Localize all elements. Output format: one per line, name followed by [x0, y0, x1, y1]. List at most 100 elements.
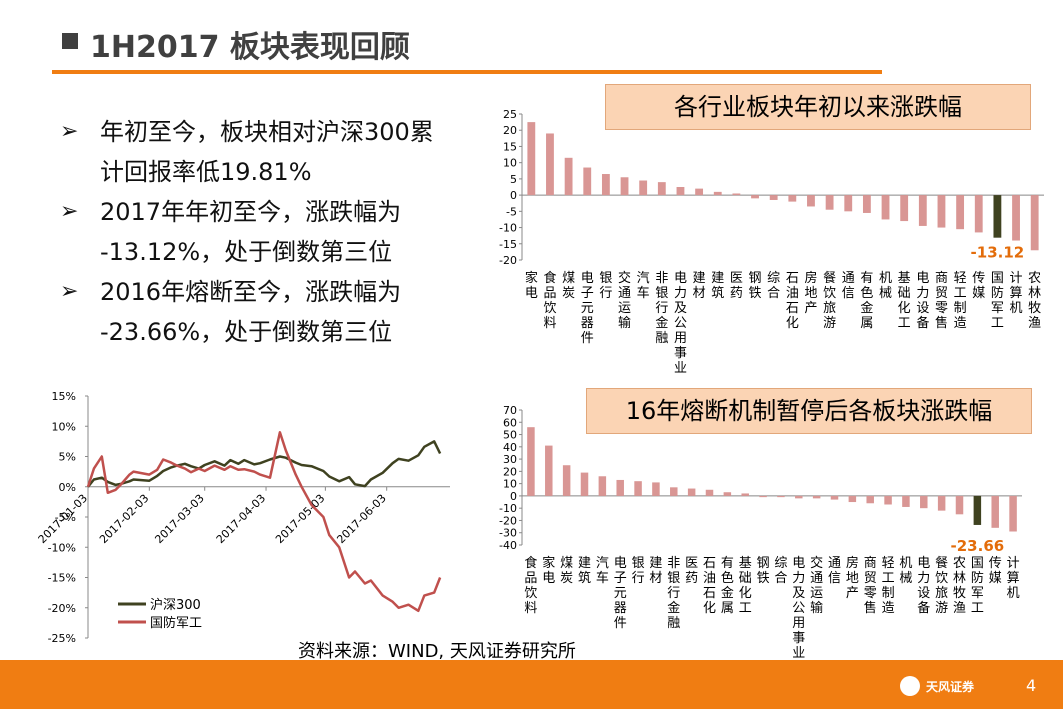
chart2-category-label-char: 食: [524, 555, 537, 571]
chart2-category-label-char: 产: [846, 586, 859, 601]
chart2-bar: [795, 495, 803, 499]
chart2-y-tick-label: 20: [503, 465, 517, 478]
chart1-category-label-char: 防: [991, 285, 1004, 301]
chart2-bar: [937, 495, 946, 511]
chart2-category-label-char: 合: [774, 571, 787, 586]
chart1-category-label-char: 运: [618, 301, 631, 316]
chart2-bar: [991, 495, 999, 528]
chart2-category-label-char: 及: [792, 586, 805, 601]
chart1-category-label-char: 炭: [562, 286, 575, 301]
chart1-category-label-char: 属: [860, 316, 873, 331]
chart2-category-label-char: 品: [524, 571, 537, 586]
chart2-y-tick-label: -10: [499, 502, 517, 515]
chart1-category-label-char: 钢: [749, 271, 762, 286]
line-chart-x-tick-label: 2017-02-03: [97, 492, 151, 546]
chart2-category-label-char: 售: [864, 600, 877, 616]
arrow-bullet-icon: ➢: [60, 119, 79, 144]
chart1-bar: [564, 157, 573, 196]
chart1-y-tick-label: 0: [510, 189, 517, 202]
chart1-category-label-char: 车: [637, 285, 650, 301]
chart2-bar: [562, 465, 571, 496]
chart2-bar: [687, 488, 696, 496]
chart2-category-label-char: 计: [1007, 556, 1020, 571]
chart1-category-label-char: 合: [767, 286, 780, 301]
chart2-category-label-char: 农: [953, 556, 966, 571]
chart1-category-label-char: 电: [916, 271, 929, 286]
chart1-category-label-char: 事: [674, 346, 687, 361]
chart1-category-label-char: 公: [674, 316, 687, 331]
chart2-category-label-char: 煤: [560, 556, 573, 571]
chart1-bar: [676, 187, 685, 196]
chart1-category-label-char: 电: [674, 271, 687, 286]
chart2-category-label-char: 国: [971, 556, 984, 571]
chart2-y-tick-label: 40: [503, 441, 517, 454]
chart1-category-label-char: 石: [786, 301, 799, 316]
chart1-category-label-char: 工: [898, 316, 911, 331]
bullet-line: 2016年熔断至今，涨跌幅为: [100, 278, 402, 306]
chart2-category-label-char: 备: [917, 600, 930, 616]
chart2-bar: [527, 427, 535, 496]
chart2-y-tick-label: -20: [499, 514, 517, 527]
chart2-category-label-char: 传: [989, 556, 1002, 571]
chart1-category-label-char: 银: [599, 271, 612, 286]
chart1-category-label-char: 建: [693, 271, 706, 286]
chart2-category-label-char: 军: [971, 586, 984, 601]
line-chart-y-tick-label: -25%: [48, 632, 76, 645]
chart2-category-label-char: 信: [828, 571, 841, 586]
chart2-bar: [884, 495, 892, 505]
chart1-category-label-char: 基: [898, 271, 911, 286]
chart1-bar: [546, 133, 554, 196]
chart2-category-label-char: 材: [649, 571, 662, 586]
chart1-category-label-char: 铁: [749, 286, 762, 301]
chart2-category-label-char: 林: [953, 571, 966, 586]
chart1-category-label-char: 力: [674, 286, 687, 301]
chart1-category-label-char: 通: [618, 286, 631, 301]
chart1-category-label-char: 工: [954, 286, 967, 301]
chart2-category-label-char: 非: [667, 556, 680, 571]
line-chart-y-tick-label: -20%: [48, 602, 76, 615]
chart2-bar: [866, 495, 874, 504]
chart1-category-label-char: 地: [804, 286, 817, 301]
chart1-y-tick-label: -5: [506, 205, 517, 218]
chart2-category-label-char: 用: [792, 616, 805, 631]
chart2-category-label-char: 造: [882, 601, 895, 616]
chart2-category-label-char: 有: [721, 556, 734, 571]
chart2-category-label-char: 汽: [596, 556, 609, 571]
chart2-category-label-char: 铁: [757, 571, 770, 586]
chart2-category-label-char: 地: [846, 571, 859, 586]
line-chart-y-tick-label: -5%: [55, 511, 76, 524]
chart1-category-label-char: 金: [655, 315, 668, 331]
line-chart-y-tick-label: 5%: [59, 451, 76, 464]
chart2-y-tick-label: 50: [503, 429, 517, 442]
chart2-category-label-char: 筑: [578, 570, 591, 586]
chart2-category-label-char: 输: [810, 600, 823, 616]
chart2-highlight-value-label: -23.66: [951, 537, 1005, 555]
footer-bar: [0, 660, 1063, 709]
chart1-bar: [993, 195, 1002, 238]
chart2-category-label-char: 设: [917, 586, 930, 601]
line-chart-x-tick-label: 2017-03-03: [152, 492, 206, 546]
chart2-category-label-char: 媒: [989, 571, 1002, 586]
chart1-category-label-char: 机: [879, 271, 892, 286]
chart1-category-label-char: 国: [991, 271, 1004, 286]
chart2-bar: [777, 495, 785, 498]
chart2-bar: [545, 445, 553, 496]
chart1-bar: [900, 195, 909, 222]
chart2-y-tick-label: 70: [503, 404, 517, 417]
chart1-category-label-char: 餐: [823, 270, 836, 286]
chart2-bar: [670, 487, 678, 496]
chart2-category-label-char: 通: [810, 571, 823, 586]
chart1-category-label-char: 媒: [972, 286, 985, 301]
chart1-category-label-char: 军: [991, 301, 1004, 316]
chart1-category-label-char: 林: [1028, 286, 1041, 301]
chart1-category-label-char: 家: [525, 270, 538, 286]
chart2-category-label-char: 渔: [953, 601, 966, 616]
line-chart-x-tick-label: 2017-05-03: [273, 492, 327, 546]
chart1-category-label-char: 筑: [711, 285, 724, 301]
chart2-category-label-char: 机: [1007, 586, 1020, 601]
chart1-category-label-char: 备: [916, 315, 929, 331]
chart2-category-label-char: 家: [542, 555, 555, 571]
chart1-category-label-char: 建: [711, 271, 724, 286]
chart2-bar: [830, 495, 839, 500]
chart1-bar: [583, 167, 592, 196]
